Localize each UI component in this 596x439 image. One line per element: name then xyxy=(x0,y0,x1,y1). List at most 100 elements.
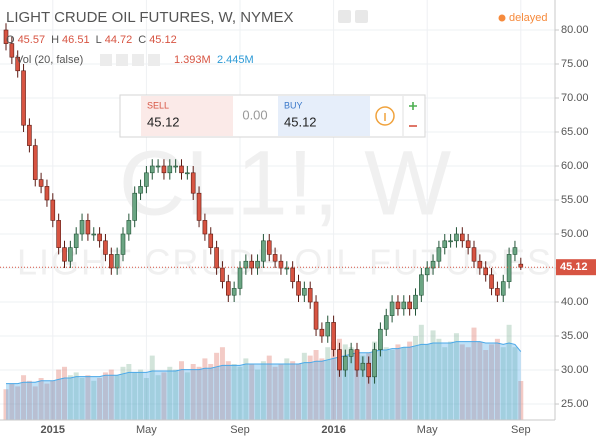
candle-body xyxy=(307,288,313,303)
volume-bar xyxy=(518,380,524,420)
volume-bar xyxy=(173,369,179,420)
candle-body xyxy=(62,247,67,262)
candle-body xyxy=(249,260,254,269)
candle-body xyxy=(149,165,155,174)
info-icon[interactable] xyxy=(375,106,395,126)
candle-body xyxy=(395,301,401,310)
volume-bar xyxy=(331,341,337,420)
volume-bar xyxy=(9,383,15,420)
plus-button[interactable] xyxy=(409,102,417,110)
candle-body xyxy=(144,172,149,187)
candle-body xyxy=(185,172,190,175)
candle-body xyxy=(424,267,430,276)
volume-bar xyxy=(413,336,418,420)
candle-body xyxy=(79,220,85,235)
volume-bar xyxy=(249,364,255,420)
ohlc-value: 46.51 xyxy=(62,34,90,46)
ohlc-key: C xyxy=(138,34,146,46)
volume-bar xyxy=(73,372,79,420)
volume-bar xyxy=(114,375,120,420)
volume-bar xyxy=(325,347,331,420)
volume-bar xyxy=(38,378,44,420)
candle-body xyxy=(32,145,38,180)
settings-icon[interactable] xyxy=(338,10,351,23)
volume-ma-last: 2.445M xyxy=(217,54,254,66)
candle-layer xyxy=(0,23,555,384)
x-tick-label: 2016 xyxy=(321,424,345,436)
volume-bar xyxy=(465,347,471,420)
volume-bar xyxy=(418,324,424,420)
volume-bar xyxy=(91,380,97,420)
volume-bar xyxy=(219,347,225,420)
candle-body xyxy=(126,220,132,235)
last-price-box xyxy=(556,259,596,276)
y-tick-label: 80.00 xyxy=(561,24,589,36)
chart-title: LIGHT CRUDE OIL FUTURES, W, NYMEX xyxy=(6,9,294,26)
candle-body xyxy=(220,267,225,282)
candle-body xyxy=(348,349,354,357)
ohlc-key: O xyxy=(6,34,15,46)
candle-body xyxy=(266,240,272,255)
buy-button[interactable] xyxy=(278,96,370,136)
y-tick-label: 35.00 xyxy=(561,330,589,342)
volume-bar xyxy=(342,344,348,420)
volume-bar xyxy=(196,366,202,420)
watermark-symbol: CL1!, W xyxy=(119,132,451,234)
candle-body xyxy=(161,165,167,174)
y-tick-label: 55.00 xyxy=(561,194,589,206)
candle-body xyxy=(500,281,506,296)
candle-body xyxy=(167,165,173,174)
x-tick-label: May xyxy=(136,424,157,436)
volume-bar xyxy=(32,386,38,420)
volume-bar xyxy=(102,372,108,420)
candle-body xyxy=(120,233,126,255)
volume-bar xyxy=(161,372,167,420)
volume-bar xyxy=(231,364,237,420)
candle-body xyxy=(27,124,32,146)
vol-icon[interactable] xyxy=(148,54,160,66)
volume-bar xyxy=(506,324,512,420)
candle-body xyxy=(302,288,307,296)
x-tick-label: 2015 xyxy=(41,424,65,436)
volume-bar xyxy=(26,380,32,420)
candle-body xyxy=(436,247,442,262)
candle-body xyxy=(15,56,20,72)
candle-body xyxy=(179,165,184,174)
volume-bar xyxy=(3,389,9,420)
vol-settings-icon[interactable] xyxy=(100,54,112,66)
volume-bar xyxy=(190,364,196,420)
volume-bar xyxy=(430,330,436,420)
candle-body xyxy=(506,254,512,282)
volume-layer xyxy=(3,324,524,420)
close-icon[interactable] xyxy=(355,10,368,23)
axes: 25.0030.0035.0040.0045.0050.0055.0060.00… xyxy=(41,24,596,436)
volume-bar xyxy=(360,355,366,420)
y-tick-label: 70.00 xyxy=(561,92,589,104)
volume-bar xyxy=(143,378,149,420)
spread: 0.00 xyxy=(242,107,267,122)
volume-bar xyxy=(155,375,161,420)
candle-body xyxy=(419,274,424,296)
candle-body xyxy=(132,192,137,221)
volume-bar xyxy=(237,366,243,420)
volume-last: 1.393M xyxy=(174,54,211,66)
ohlc-value: 45.12 xyxy=(149,34,177,46)
volume-bar xyxy=(296,364,301,420)
candle-body xyxy=(202,220,208,235)
volume-bar xyxy=(243,358,249,420)
sell-button[interactable] xyxy=(141,96,233,136)
vol-icon[interactable] xyxy=(132,54,144,66)
candle-body xyxy=(512,247,518,255)
volume-bar xyxy=(214,352,220,420)
volume-bar xyxy=(50,380,56,420)
y-tick-label: 60.00 xyxy=(561,160,589,172)
candle-body xyxy=(354,349,360,371)
ohlc-key: L xyxy=(96,34,102,46)
volume-bar xyxy=(79,378,85,420)
volume-bar xyxy=(15,386,21,420)
volume-bar xyxy=(97,378,103,420)
volume-bar xyxy=(354,350,360,420)
vol-icon[interactable] xyxy=(116,54,128,66)
